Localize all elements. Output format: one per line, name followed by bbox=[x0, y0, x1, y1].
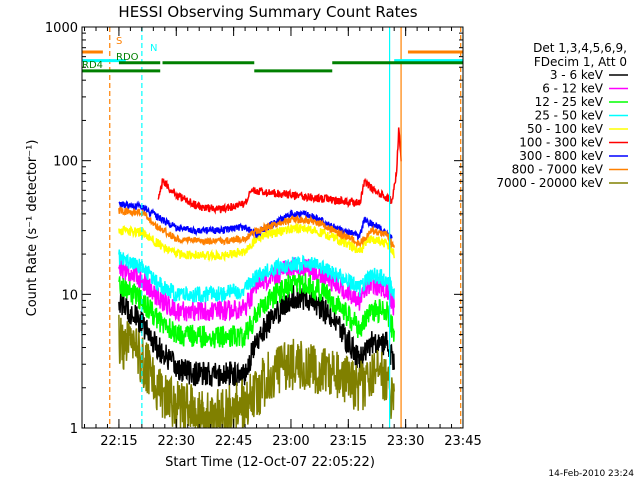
y-tick-label-3: 100 bbox=[53, 155, 78, 170]
flag-label-3: RDO bbox=[116, 52, 139, 63]
plot-frame bbox=[81, 26, 464, 429]
y-axis: 1 10 100 1000 bbox=[45, 21, 463, 437]
series-line-7 bbox=[118, 200, 393, 242]
plot-content bbox=[82, 27, 463, 428]
x-tick-label-7: 23:45 bbox=[444, 434, 481, 449]
legend-label-3: 12 - 25 keV bbox=[535, 95, 604, 109]
legend-label-5: 50 - 100 keV bbox=[527, 122, 604, 136]
x-tick-label-3: 22:45 bbox=[215, 434, 252, 449]
plot-area bbox=[82, 27, 463, 428]
y-tick-label-4: 1000 bbox=[45, 21, 78, 36]
legend-label-9: 7000 - 20000 keV bbox=[496, 176, 603, 190]
x-tick-label-6: 23:30 bbox=[387, 434, 424, 449]
x-axis: 22:15 22:30 22:45 23:00 23:15 23:30 23:45 bbox=[84, 27, 482, 449]
flag-label-1: S bbox=[116, 36, 122, 47]
series-line-3 bbox=[118, 273, 395, 349]
legend-header-line-2: FDecim 1, Att 0 bbox=[534, 55, 627, 69]
series-line-5 bbox=[118, 221, 395, 263]
legend-label-8: 800 - 7000 keV bbox=[512, 163, 604, 177]
x-tick-label-5: 23:15 bbox=[330, 434, 367, 449]
x-tick-label-4: 23:00 bbox=[272, 434, 309, 449]
y-tick-label-1: 1 bbox=[70, 422, 78, 437]
legend-header-line-1: Det 1,3,4,5,6,9, bbox=[533, 41, 627, 55]
x-tick-label-1: 22:15 bbox=[100, 434, 137, 449]
series-line-9 bbox=[118, 314, 395, 428]
y-tick-label-2: 10 bbox=[61, 288, 78, 303]
x-axis-label: Start Time (12-Oct-07 22:05:22) bbox=[165, 455, 375, 470]
series-line-8 bbox=[118, 205, 395, 249]
footer-date: 14-Feb-2010 23:24 bbox=[548, 469, 634, 479]
x-tick-label-2: 22:30 bbox=[158, 434, 195, 449]
flag-label-4: RD4 bbox=[82, 60, 103, 71]
legend: Det 1,3,4,5,6,9, FDecim 1, Att 0 3 - 6 k… bbox=[496, 41, 628, 190]
series-line-6 bbox=[157, 127, 402, 215]
legend-label-1: 3 - 6 keV bbox=[550, 68, 604, 82]
legend-label-4: 25 - 50 keV bbox=[535, 109, 604, 123]
series-line-4 bbox=[118, 249, 395, 303]
legend-label-6: 100 - 300 keV bbox=[519, 136, 603, 150]
chart-title: HESSI Observing Summary Count Rates bbox=[118, 3, 417, 21]
legend-label-7: 300 - 800 keV bbox=[519, 149, 603, 163]
y-axis-label: Count Rate (s⁻¹ detector⁻¹) bbox=[25, 140, 40, 317]
series-line-1 bbox=[118, 285, 395, 387]
legend-label-2: 6 - 12 keV bbox=[542, 82, 604, 96]
flag-label-2: N bbox=[150, 43, 157, 54]
